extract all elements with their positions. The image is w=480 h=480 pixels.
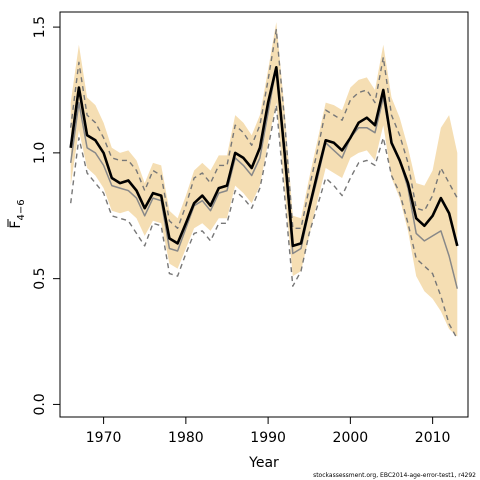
y-axis-title: F4−6 (7, 199, 27, 229)
y-tick-label: 0.0 (32, 393, 48, 415)
confidence-band (70, 22, 458, 337)
confidence-band-layer (70, 22, 458, 337)
x-tick-label: 1990 (250, 430, 286, 446)
x-tick-label: 1980 (168, 430, 204, 446)
x-tick-label: 2000 (333, 430, 369, 446)
y-axis: 0.0 0.5 1.0 1.5 (32, 16, 61, 416)
series-lines-layer (69, 28, 459, 340)
svg-text:F4−6: F4−6 (8, 199, 27, 228)
series-line-dashed-lower (70, 104, 458, 340)
y-tick-label: 1.0 (32, 142, 48, 164)
series-line-dashed-upper (70, 28, 458, 230)
y-tick-label: 1.5 (32, 16, 48, 38)
y-axis-title-main: F (8, 221, 24, 229)
y-axis-title-subscript: 4−6 (16, 199, 27, 220)
x-axis: 1970 1980 1990 2000 2010 (86, 416, 451, 446)
x-tick-label: 2010 (415, 430, 451, 446)
x-axis-title: Year (248, 455, 279, 471)
x-tick-label: 1970 (86, 430, 122, 446)
footer-credit: stockassessment.org, EBC2014-age-error-t… (313, 472, 476, 479)
y-tick-label: 0.5 (32, 268, 48, 290)
series-line-main-line (69, 66, 459, 248)
